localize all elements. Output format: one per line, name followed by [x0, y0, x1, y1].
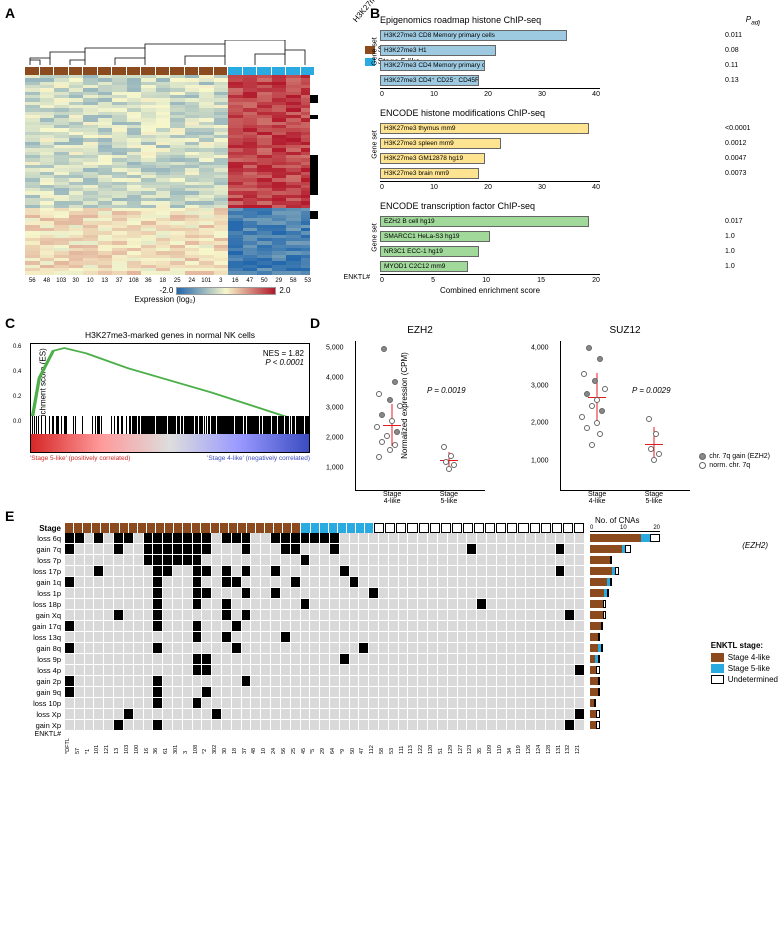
panel-b-label: B	[370, 5, 380, 21]
panel-c: C H3K27me3-marked genes in normal NK cel…	[10, 320, 310, 491]
stage-row-label: Stage	[10, 524, 65, 533]
figure: A H3K27me3 CD56⁺ Stage 4-likeStage 5-lik…	[10, 10, 768, 756]
heatmap-scale-label: Expression (log₂)	[20, 295, 310, 304]
cna-grid: loss 6qgain 7qloss 7ploss 17pgain 1qloss…	[10, 533, 768, 730]
gsea-chart: Enrichment score (ES) 0.60.40.20.0 NES =…	[30, 343, 310, 453]
heatmap-scale: -2.0 2.0	[80, 286, 370, 295]
enktl-axis-label: ENKTL#	[10, 731, 65, 756]
dendrogram	[25, 40, 315, 65]
gsea-tick-marks	[31, 416, 309, 434]
ezh2-annotation: (EZH2)	[742, 541, 768, 550]
panel-c-label: C	[5, 315, 15, 331]
gsea-yticks: 0.60.40.20.0	[13, 344, 21, 425]
h3k27me3-track	[310, 75, 318, 275]
panel-d: D EZH2Normalized expression (CPM)1,0002,…	[320, 320, 760, 491]
gsea-title: H3K27me3-marked genes in normal NK cells	[30, 330, 310, 340]
cna-bar-axis: 01020	[590, 525, 660, 532]
gsea-stats: NES = 1.82 P < 0.0001	[263, 349, 304, 367]
panel-b: B Epigenomics roadmap histone ChIP-seqPa…	[380, 10, 760, 305]
panel-d-legend: chr. 7q gain (EZH2)norm. chr. 7q	[699, 453, 770, 471]
heatmap	[25, 75, 315, 275]
gsea-gradient	[31, 434, 309, 452]
panel-e-legend: ENKTL stage:Stage 4-likeStage 5-likeUnde…	[711, 641, 778, 686]
stage-colorbar	[25, 67, 315, 75]
cna-stage-row	[65, 523, 585, 533]
cna-bar-header: No. of CNAs	[595, 516, 660, 525]
panel-d-label: D	[310, 315, 320, 331]
heatmap-sample-labels: 5648103301013371083618252410131647502958…	[25, 278, 315, 284]
panel-a: A H3K27me3 CD56⁺ Stage 4-likeStage 5-lik…	[10, 10, 370, 305]
cna-sample-labels: *DFTL57*1101121131031001636613013108*230…	[65, 731, 585, 756]
gsea-bottom-labels: 'Stage 5-like' (positively correlated) '…	[30, 455, 310, 462]
panel-e: E Stage No. of CNAs 01020 loss 6qgain 7q…	[10, 516, 768, 756]
